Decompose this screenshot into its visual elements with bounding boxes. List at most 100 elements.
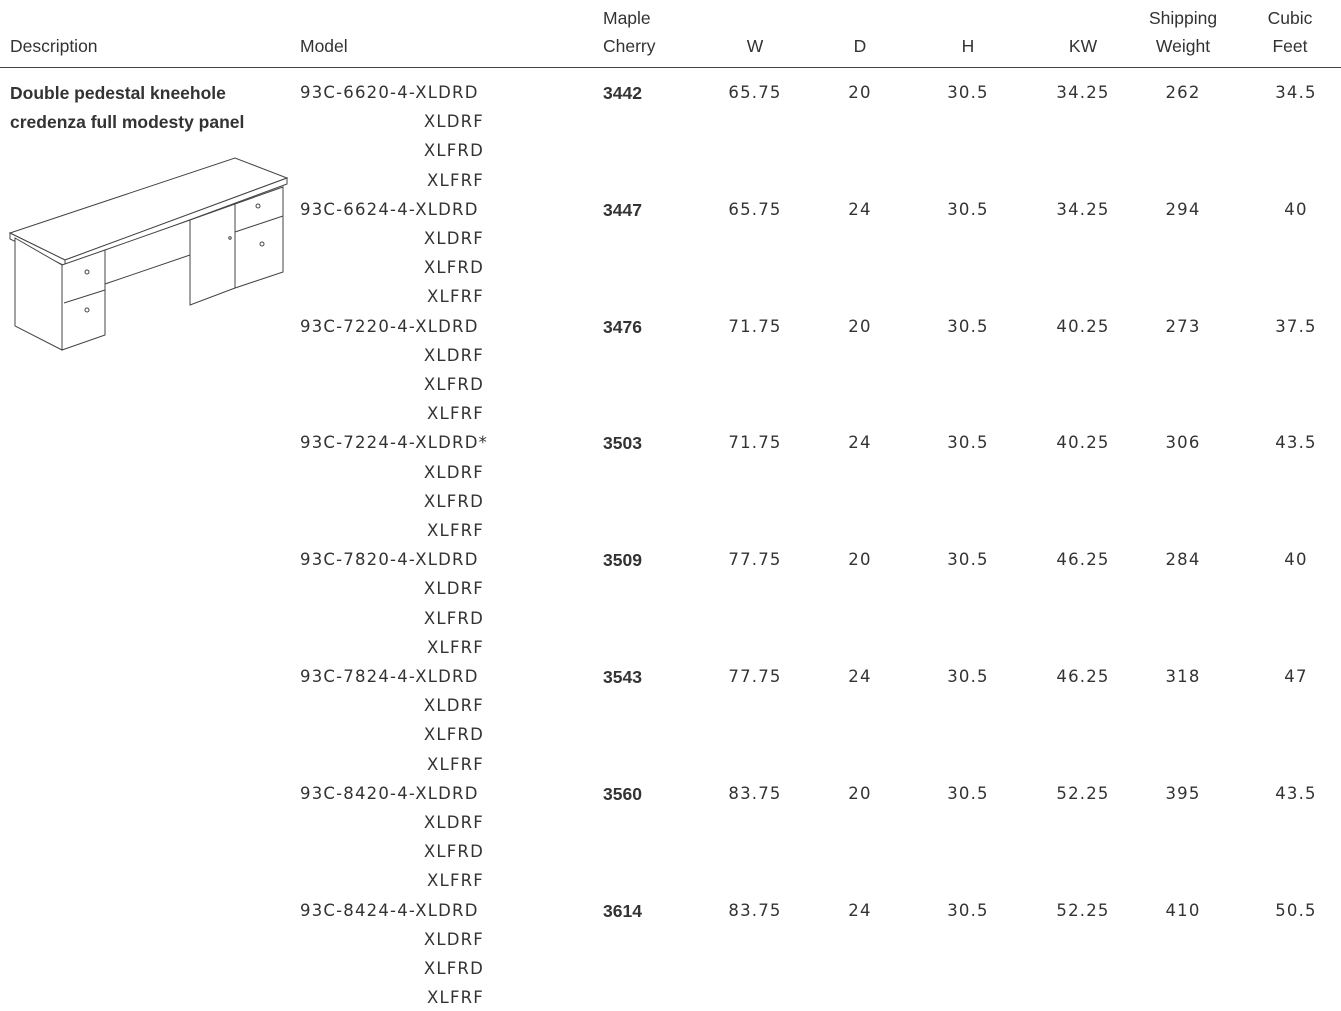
- cell-value: 65.75: [728, 83, 782, 102]
- cell-value: 34.5: [1275, 83, 1317, 102]
- cell-value: 20: [848, 316, 872, 336]
- column-header: Description: [10, 36, 98, 56]
- cell-value: 20: [848, 783, 872, 803]
- price: 3543: [603, 667, 642, 687]
- cell-value: 24: [848, 433, 872, 453]
- price: 3447: [603, 199, 642, 220]
- model-variant: XLFRF: [427, 404, 484, 424]
- cell-value: 30.5: [947, 783, 989, 803]
- price: 3442: [603, 83, 642, 103]
- column-header: Feet: [1272, 36, 1308, 56]
- cell-value: 34.25: [1056, 83, 1110, 102]
- cell-value: 37.5: [1275, 316, 1317, 336]
- header-rule: [0, 67, 1341, 68]
- cell-value: 40: [1284, 199, 1308, 219]
- cell-value: 20: [848, 83, 872, 102]
- cell-value: 40: [1284, 550, 1308, 570]
- model: 93C-8424-4-XLDRD: [300, 900, 479, 920]
- cell-value: 24: [848, 900, 872, 920]
- cell-value: 30.5: [947, 316, 989, 336]
- model: 93C-7220-4-XLDRD: [300, 316, 479, 336]
- model-variant: XLFRD: [423, 959, 484, 978]
- cell-value: 34.25: [1056, 199, 1110, 219]
- model-variant: XLFRD: [423, 608, 484, 628]
- cell-value: 52.25: [1056, 783, 1110, 803]
- model-variant: XLDRF: [423, 462, 484, 482]
- price: 3509: [603, 550, 642, 571]
- price: 3503: [603, 433, 642, 454]
- description: Double pedestal kneehole: [10, 83, 226, 103]
- model: 93C-7824-4-XLDRD: [300, 667, 479, 686]
- model-variant: XLFRD: [423, 725, 484, 745]
- cell-value: 294: [1165, 199, 1201, 219]
- cell-value: 46.25: [1056, 550, 1110, 570]
- model-variant: XLDRF: [423, 813, 484, 832]
- model-variant: XLFRF: [427, 287, 484, 307]
- cell-value: 30.5: [947, 667, 989, 686]
- column-header: Cherry: [603, 36, 656, 56]
- model: 93C-7224-4-XLDRD*: [300, 433, 489, 453]
- cell-value: 43.5: [1275, 783, 1317, 803]
- column-header: Maple: [603, 8, 651, 28]
- cell-value: 40.25: [1056, 433, 1110, 453]
- cell-value: 30.5: [947, 433, 989, 453]
- cell-value: 318: [1165, 667, 1201, 686]
- column-header: KW: [1068, 36, 1098, 56]
- cell-value: 30.5: [947, 199, 989, 219]
- model: 93C-6624-4-XLDRD: [300, 199, 479, 219]
- model-variant: XLFRD: [423, 842, 484, 862]
- cell-value: 46.25: [1056, 667, 1110, 686]
- cell-value: 77.75: [728, 667, 782, 686]
- cell-value: 20: [848, 550, 872, 570]
- model-variant: XLFRD: [423, 375, 484, 394]
- cell-value: 43.5: [1275, 433, 1317, 453]
- cell-value: 47: [1284, 667, 1308, 686]
- model-variant: XLDRF: [423, 929, 484, 949]
- cell-value: 71.75: [728, 316, 782, 336]
- column-header: D: [853, 36, 867, 56]
- column-header: W: [746, 36, 764, 56]
- cell-value: 30.5: [947, 83, 989, 102]
- model-variant: XLDRF: [423, 579, 484, 599]
- model-variant: XLDRF: [423, 112, 484, 132]
- model-variant: XLFRF: [427, 871, 484, 891]
- model-variant: XLDRF: [423, 345, 484, 365]
- desk-illustration: [8, 157, 289, 351]
- column-header: Model: [300, 36, 348, 56]
- price: 3476: [603, 316, 642, 337]
- cell-value: 83.75: [728, 900, 782, 920]
- cell-value: 395: [1165, 783, 1201, 803]
- model: 93C-8420-4-XLDRD: [300, 783, 479, 803]
- description: credenza full modesty panel: [10, 112, 245, 132]
- column-header: Shipping: [1148, 8, 1218, 28]
- model-variant: XLFRD: [423, 258, 484, 278]
- model-variant: XLFRF: [427, 637, 484, 657]
- cell-value: 30.5: [947, 550, 989, 570]
- cell-value: 262: [1165, 83, 1201, 102]
- cell-value: 24: [848, 199, 872, 219]
- cell-value: 83.75: [728, 783, 782, 803]
- cell-value: 77.75: [728, 550, 782, 570]
- model-variant: XLFRF: [427, 988, 484, 1008]
- model: 93C-6620-4-XLDRD: [300, 83, 479, 102]
- column-header: Weight: [1155, 36, 1211, 56]
- cell-value: 71.75: [728, 433, 782, 453]
- column-header: H: [961, 36, 975, 56]
- model-variant: XLFRD: [423, 491, 484, 511]
- cell-value: 40.25: [1056, 316, 1110, 336]
- price: 3560: [603, 783, 642, 804]
- cell-value: 273: [1165, 316, 1201, 336]
- cell-value: 65.75: [728, 199, 782, 219]
- price: 3614: [603, 900, 642, 921]
- model-variant: XLFRF: [427, 521, 484, 540]
- model-variant: XLDRF: [423, 229, 484, 248]
- column-header: Cubic: [1267, 8, 1313, 28]
- cell-value: 284: [1165, 550, 1201, 570]
- cell-value: 52.25: [1056, 900, 1110, 920]
- model-variant: XLFRF: [427, 170, 484, 190]
- cell-value: 30.5: [947, 900, 989, 920]
- cell-value: 306: [1165, 433, 1201, 453]
- model-variant: XLFRD: [423, 141, 484, 161]
- cell-value: 410: [1165, 900, 1201, 920]
